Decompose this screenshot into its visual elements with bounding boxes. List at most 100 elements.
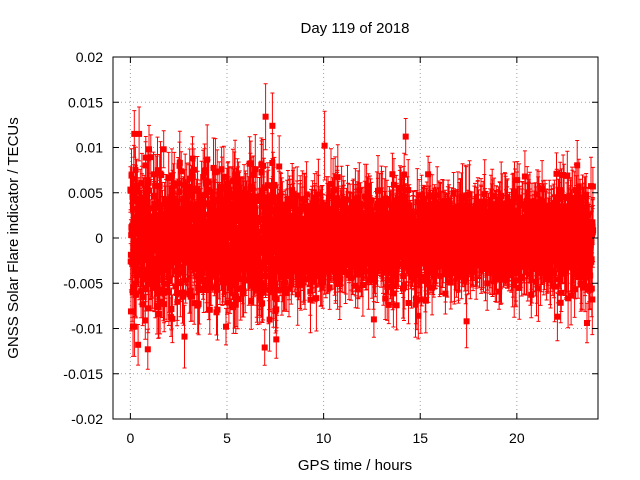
data-point: [410, 210, 416, 217]
data-point: [168, 306, 175, 312]
data-series: [127, 83, 597, 370]
data-point: [453, 250, 460, 257]
data-point: [142, 154, 149, 161]
data-point: [444, 217, 451, 224]
data-point: [518, 216, 525, 223]
data-point: [539, 185, 546, 192]
data-point: [263, 236, 270, 243]
data-point: [548, 216, 555, 223]
data-point: [135, 248, 142, 255]
data-point: [453, 257, 459, 264]
data-point: [195, 208, 202, 215]
data-point: [297, 271, 304, 278]
data-point: [535, 200, 542, 207]
data-point: [157, 217, 164, 224]
data-point: [424, 257, 431, 264]
data-point: [584, 320, 590, 326]
data-point: [300, 254, 306, 261]
data-point: [196, 232, 203, 239]
data-point: [442, 271, 449, 278]
data-point: [258, 280, 265, 287]
data-point: [156, 269, 163, 276]
data-point: [198, 192, 205, 199]
data-point: [258, 169, 265, 176]
data-point: [302, 276, 308, 283]
data-point: [365, 256, 372, 263]
data-point: [165, 174, 172, 181]
data-point: [306, 240, 313, 247]
data-point: [138, 207, 144, 214]
data-point: [576, 232, 583, 239]
data-point: [171, 182, 178, 189]
data-point: [272, 281, 279, 288]
data-point: [193, 240, 200, 247]
data-point: [151, 192, 158, 199]
data-point: [239, 246, 246, 253]
data-point: [316, 247, 323, 253]
data-point: [557, 191, 564, 198]
data-point: [261, 185, 267, 192]
data-point: [583, 233, 589, 240]
data-point: [261, 208, 268, 215]
data-point: [499, 204, 506, 211]
data-point: [270, 289, 277, 296]
data-point: [417, 296, 424, 303]
data-point: [522, 206, 529, 213]
data-point: [206, 239, 213, 246]
data-point: [382, 196, 389, 203]
data-point: [411, 234, 418, 241]
data-point: [225, 260, 232, 266]
data-point: [433, 248, 440, 255]
data-point: [175, 258, 182, 265]
data-point: [201, 169, 208, 176]
data-point: [234, 275, 241, 282]
y-tick-label: -0.015: [63, 366, 103, 382]
data-point: [137, 210, 144, 217]
data-point: [150, 244, 156, 251]
data-point: [559, 205, 566, 212]
data-point: [415, 271, 422, 278]
data-point: [418, 247, 425, 254]
data-point: [462, 275, 469, 282]
data-point: [237, 285, 244, 292]
data-point: [286, 222, 293, 229]
data-point: [464, 211, 470, 218]
data-point: [229, 274, 236, 281]
data-point: [202, 256, 209, 263]
data-point: [537, 269, 544, 276]
data-point: [522, 203, 529, 210]
data-point: [553, 170, 560, 177]
data-point: [588, 239, 595, 246]
data-point: [315, 191, 322, 198]
data-point: [138, 194, 145, 201]
data-point: [131, 280, 138, 287]
data-point: [197, 203, 203, 210]
data-point: [367, 260, 374, 267]
data-point: [333, 227, 340, 234]
data-point: [384, 224, 391, 231]
data-point: [406, 217, 413, 224]
data-point: [401, 284, 408, 291]
data-point: [271, 275, 278, 282]
data-point: [277, 239, 283, 246]
data-point: [261, 212, 268, 219]
data-point: [389, 260, 396, 266]
data-point: [402, 220, 409, 227]
data-point: [328, 181, 334, 187]
data-point: [481, 230, 488, 236]
data-point: [379, 197, 386, 204]
data-point: [169, 315, 176, 322]
data-point: [443, 266, 450, 273]
data-point: [334, 174, 341, 181]
data-point: [134, 188, 141, 195]
data-point: [219, 274, 226, 281]
data-point: [492, 276, 499, 283]
data-point: [212, 197, 219, 203]
data-point: [289, 187, 296, 194]
data-point: [146, 146, 152, 153]
data-point: [553, 220, 560, 227]
data-point: [286, 285, 292, 292]
data-point: [181, 197, 188, 204]
data-point: [551, 245, 558, 252]
data-point: [252, 166, 259, 173]
